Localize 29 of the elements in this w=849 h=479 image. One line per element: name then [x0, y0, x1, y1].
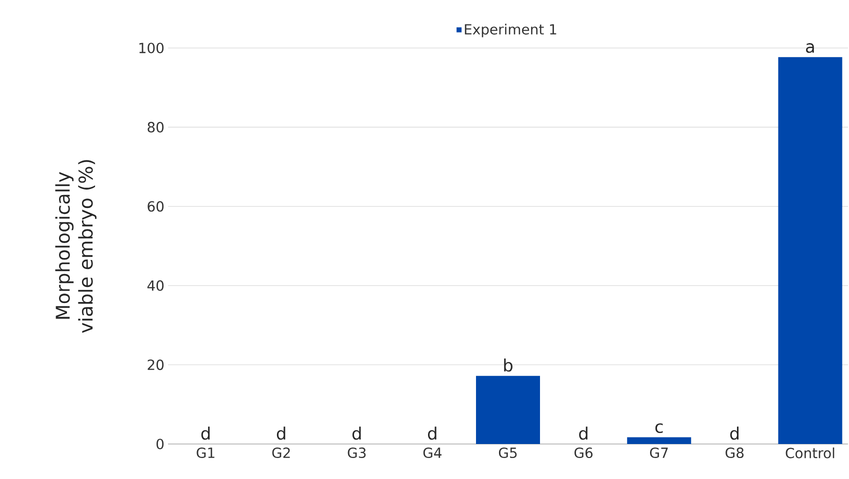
x-tick-label: G1	[196, 448, 214, 458]
legend-label: Experiment 1	[464, 24, 556, 38]
x-tick-label: G4	[423, 448, 442, 458]
bar	[627, 437, 692, 444]
annotation: a	[806, 43, 814, 53]
x-tick-label: G8	[726, 448, 744, 458]
annotation: d	[352, 426, 361, 440]
y-tick-label: 0	[156, 438, 164, 450]
y-tick-label: 60	[148, 201, 164, 212]
y-tick-label: 80	[148, 122, 164, 132]
y-tick-label: 40	[147, 280, 164, 291]
annotation: c	[655, 423, 663, 434]
annotation: b	[504, 358, 512, 372]
x-tick-label: G6	[574, 448, 593, 458]
annotation: d	[428, 426, 436, 440]
x-tick-label: G3	[348, 448, 366, 458]
x-tick-label: Control	[786, 448, 834, 458]
annotation: d	[579, 426, 588, 440]
x-tick-label: G7	[650, 448, 668, 458]
x-tick-label: G2	[272, 448, 290, 458]
annotation: d	[730, 426, 739, 440]
bar	[476, 376, 540, 444]
bar	[778, 57, 842, 444]
annotation: d	[201, 426, 210, 440]
x-tick-label: G5	[498, 448, 517, 458]
y-tick-label: 100	[139, 42, 164, 54]
y-tick-label: 20	[148, 360, 164, 370]
y-axis-title: Morphologically viable embryo (%)	[55, 160, 96, 333]
annotation: d	[276, 426, 286, 440]
